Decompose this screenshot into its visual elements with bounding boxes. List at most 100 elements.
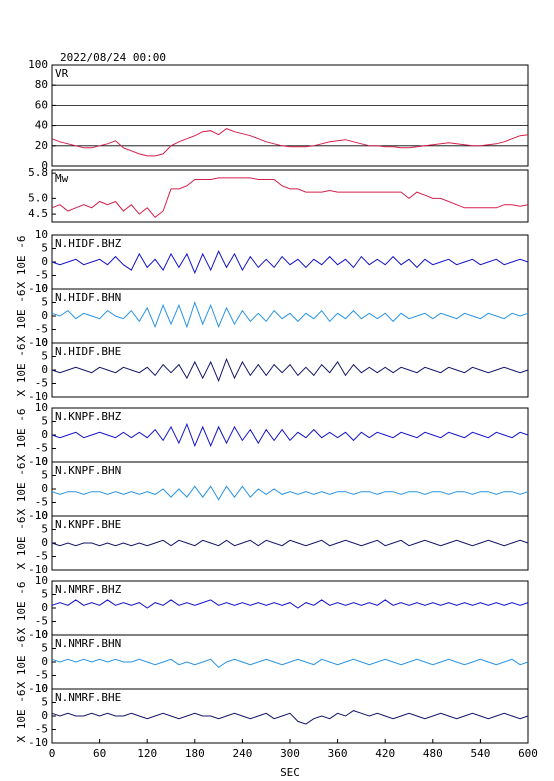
series-label: N.NMRF.BHN — [55, 637, 121, 650]
panel-frame — [51, 580, 529, 636]
y-tick-label: 0 — [41, 601, 48, 614]
y-tick-label: 0 — [41, 709, 48, 722]
y-tick-label: -10 — [28, 509, 48, 522]
panel-frame — [51, 169, 529, 223]
y-tick-label: -5 — [35, 377, 48, 390]
trace-line — [51, 177, 529, 218]
x-tick-label: 480 — [423, 747, 443, 760]
y-tick-label: -5 — [35, 723, 48, 736]
x-tick-label: 420 — [375, 747, 395, 760]
x-tick-label: 60 — [93, 747, 106, 760]
trace-line — [51, 539, 529, 547]
y-tick-label: -10 — [28, 563, 48, 576]
x-tick-label: 600 — [518, 747, 538, 760]
y-tick-label: 5 — [41, 642, 48, 655]
y-tick-label: -10 — [28, 455, 48, 468]
y-tick-label: 5 — [41, 350, 48, 363]
series-label: N.KNPF.BHZ — [55, 410, 122, 423]
y-tick-label: -5 — [35, 269, 48, 282]
y-tick-label: 5 — [41, 588, 48, 601]
y-tick-label: -5 — [35, 550, 48, 563]
y-tick-label: 10 — [35, 455, 48, 468]
y-axis-label: X 10E -6 — [15, 636, 28, 689]
trace-line — [51, 710, 529, 725]
y-tick-label: 0 — [41, 159, 48, 172]
series-label: N.HIDF.BHZ — [55, 237, 122, 250]
y-tick-label: 0 — [41, 363, 48, 376]
series-label: N.KNPF.BHN — [55, 464, 121, 477]
trace-line — [51, 485, 529, 501]
y-tick-label: 0 — [41, 428, 48, 441]
y-tick-label: 20 — [35, 139, 48, 152]
trace-line — [51, 422, 529, 448]
series-label: VR — [55, 67, 69, 80]
y-tick-label: 5.0 — [28, 191, 48, 204]
y-tick-label: 10 — [35, 401, 48, 414]
x-axis-label: SEC — [280, 766, 300, 779]
trace-line — [51, 599, 529, 609]
y-axis-label: X 10E -6 — [15, 582, 28, 635]
panel-frame — [51, 288, 529, 344]
y-tick-label: 0 — [41, 482, 48, 495]
trace-line — [51, 128, 529, 157]
y-tick-label: 5 — [41, 242, 48, 255]
y-tick-label: 5 — [41, 523, 48, 536]
y-axis-label: X 10E -6 — [15, 690, 28, 743]
y-tick-label: 5 — [41, 415, 48, 428]
y-tick-label: -5 — [35, 669, 48, 682]
y-tick-label: -5 — [35, 496, 48, 509]
y-axis-label: X 10E -6 — [15, 517, 28, 570]
y-tick-label: 5 — [41, 469, 48, 482]
panel-frame — [51, 64, 529, 167]
y-tick-label: 10 — [35, 628, 48, 641]
y-tick-label: -5 — [35, 442, 48, 455]
y-tick-label: -10 — [28, 282, 48, 295]
y-axis-label: X 10E -6 — [15, 344, 28, 397]
y-axis-label: X 10E -6 — [15, 290, 28, 343]
y-tick-label: 10 — [35, 336, 48, 349]
series-label: Mw — [55, 172, 69, 185]
y-tick-label: 40 — [35, 119, 48, 132]
y-tick-label: 10 — [35, 682, 48, 695]
y-tick-label: -10 — [28, 736, 48, 749]
y-axis-label: X 10E -6 — [15, 236, 28, 289]
panel-frame — [51, 461, 529, 517]
panel-frame — [51, 234, 529, 290]
y-tick-label: -10 — [28, 336, 48, 349]
y-axis-label: X 10E -6 — [15, 463, 28, 516]
y-tick-label: 5 — [41, 296, 48, 309]
x-tick-label: 540 — [470, 747, 490, 760]
x-tick-label: 120 — [137, 747, 157, 760]
y-tick-label: 60 — [35, 98, 48, 111]
y-tick-label: 0 — [41, 255, 48, 268]
trace-line — [51, 357, 529, 383]
y-tick-label: -5 — [35, 323, 48, 336]
x-tick-label: 360 — [328, 747, 348, 760]
trace-line — [51, 658, 529, 669]
series-label: N.NMRF.BHZ — [55, 583, 122, 596]
y-tick-label: 10 — [35, 574, 48, 587]
y-axis-label: X 10E -6 — [15, 409, 28, 462]
x-tick-label: 0 — [49, 747, 56, 760]
y-tick-label: -10 — [28, 390, 48, 403]
trace-line — [51, 249, 529, 275]
x-tick-label: 300 — [280, 747, 300, 760]
chart-title: 2022/08/24 00:00 — [60, 51, 166, 64]
y-tick-label: 100 — [28, 58, 48, 71]
y-tick-label: 10 — [35, 228, 48, 241]
series-label: N.HIDF.BHE — [55, 345, 121, 358]
trace-line — [51, 300, 529, 329]
y-tick-label: 0 — [41, 655, 48, 668]
x-tick-label: 180 — [185, 747, 205, 760]
y-tick-label: -10 — [28, 682, 48, 695]
y-tick-label: -10 — [28, 628, 48, 641]
y-tick-label: 10 — [35, 282, 48, 295]
y-tick-label: 0 — [41, 309, 48, 322]
y-tick-label: 5 — [41, 696, 48, 709]
x-tick-label: 240 — [232, 747, 252, 760]
y-tick-label: 4.5 — [28, 207, 48, 220]
y-tick-label: 0 — [41, 536, 48, 549]
y-tick-label: 5.8 — [28, 166, 48, 179]
y-tick-label: 80 — [35, 78, 48, 91]
